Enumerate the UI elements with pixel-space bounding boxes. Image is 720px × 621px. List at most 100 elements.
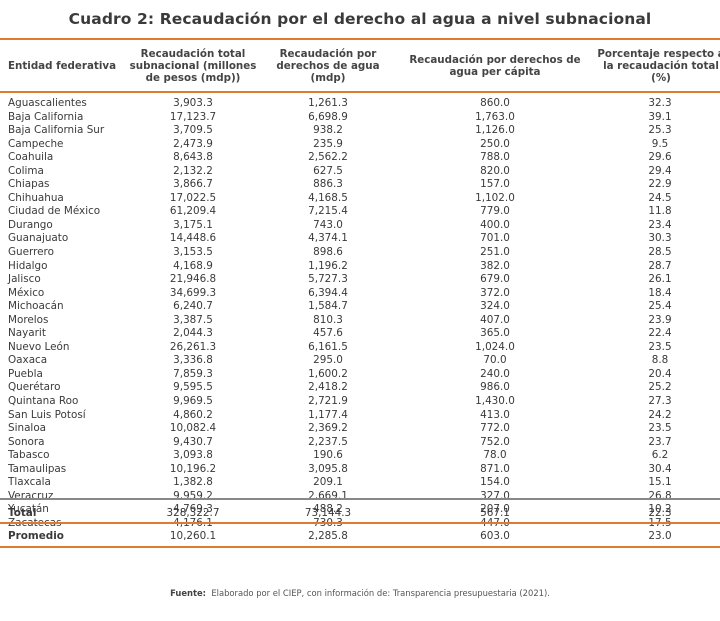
data-table: Entidad federativa Recaudación total sub… [0,38,720,531]
cell-porcentaje: 29.6 [648,151,672,164]
cell-porcentaje: 28.7 [648,259,672,272]
header-per-capita: Recaudación por derechos de agua per cáp… [409,53,581,78]
table-row: México 34,699.3 6,394.4 372.0 18.4 [0,287,720,301]
table-body: Aguascalientes 3,903.3 1,261.3 860.0 32.3 Baj… [0,93,720,531]
cell-recaudacion-agua: 627.5 [313,164,343,177]
table-row: Yucatán 4,769.3 488.2 207.0 10.2 [0,503,720,517]
average-recaudacion-total: 10,260.1 [169,530,217,542]
header-recaudacion-total: Recaudación total subnacional (millones … [129,47,257,84]
cell-per-capita: 407.0 [480,313,510,326]
table-row: Morelos 3,387.5 810.3 407.0 23.9 [0,314,720,328]
cell-recaudacion-agua: 295.0 [313,354,343,367]
cell-entidad: Baja California Sur [8,124,105,137]
cell-porcentaje: 39.1 [648,110,672,123]
cell-per-capita: 70.0 [483,354,507,367]
cell-per-capita: 250.0 [480,137,510,150]
cell-recaudacion-total: 17,022.5 [169,191,217,204]
cell-per-capita: 820.0 [480,164,510,177]
table-row: Puebla 7,859.3 1,600.2 240.0 20.4 [0,368,720,382]
total-per-capita: 567.1 [480,507,510,519]
cell-entidad: Nuevo León [8,340,70,353]
cell-porcentaje: 32.3 [648,97,672,109]
cell-recaudacion-total: 26,261.3 [169,340,217,353]
table-row: Baja California 17,123.7 6,698.9 1,763.0 39.… [0,111,720,125]
cell-per-capita: 772.0 [480,422,510,435]
cell-porcentaje: 18.4 [648,286,672,299]
cell-recaudacion-agua: 457.6 [313,327,343,340]
cell-recaudacion-agua: 488.2 [313,503,343,516]
source-label: Fuente: [170,588,207,598]
cell-per-capita: 986.0 [480,381,510,394]
total-row: Total 328,322.7 73,144.3 567.1 22.3 [0,503,720,523]
cell-per-capita: 400.0 [480,218,510,231]
cell-per-capita: 1,126.0 [475,124,515,137]
cell-recaudacion-agua: 1,177.4 [308,408,348,421]
cell-per-capita: 1,763.0 [475,110,515,123]
cell-recaudacion-total: 4,168.9 [173,259,213,272]
cell-per-capita: 382.0 [480,259,510,272]
average-recaudacion-agua: 2,285.8 [308,530,348,542]
cell-porcentaje: 15.1 [648,476,672,489]
table-row: Colima 2,132.2 627.5 820.0 29.4 [0,165,720,179]
cell-per-capita: 860.0 [480,97,510,109]
cell-recaudacion-total: 2,044.3 [173,327,213,340]
cell-per-capita: 1,102.0 [475,191,515,204]
cell-entidad: Tlaxcala [8,476,51,489]
cell-recaudacion-agua: 898.6 [313,246,343,259]
table-row: Nayarit 2,044.3 457.6 365.0 22.4 [0,327,720,341]
cell-recaudacion-agua: 2,669.1 [308,489,348,502]
cell-entidad: Querétaro [8,381,61,394]
table-row: Chihuahua 17,022.5 4,168.5 1,102.0 24.5 [0,192,720,206]
cell-recaudacion-agua: 810.3 [313,313,343,326]
cell-recaudacion-agua: 6,698.9 [308,110,348,123]
table-row: Querétaro 9,595.5 2,418.2 986.0 25.2 [0,381,720,395]
table-row: Ciudad de México 61,209.4 7,215.4 779.0 11.8 [0,205,720,219]
cell-porcentaje: 11.8 [648,205,672,218]
cell-per-capita: 679.0 [480,273,510,286]
cell-recaudacion-agua: 938.2 [313,124,343,137]
cell-recaudacion-total: 3,709.5 [173,124,213,137]
table-row: Sinaloa 10,082.4 2,369.2 772.0 23.5 [0,422,720,436]
total-label: Total [8,507,37,519]
cell-entidad: Sonora [8,435,45,448]
cell-entidad: Puebla [8,367,43,380]
cell-entidad: México [8,286,45,299]
cell-porcentaje: 23.7 [648,435,672,448]
table-row: Veracruz 9,959.2 2,669.1 327.0 26.8 [0,490,720,504]
cell-recaudacion-agua: 7,215.4 [308,205,348,218]
cell-recaudacion-total: 3,336.8 [173,354,213,367]
cell-porcentaje: 25.2 [648,381,672,394]
cell-recaudacion-total: 3,153.5 [173,246,213,259]
cell-recaudacion-total: 6,240.7 [173,300,213,313]
cell-porcentaje: 20.4 [648,367,672,380]
table-row: Coahuila 8,643.8 2,562.2 788.0 29.6 [0,151,720,165]
cell-porcentaje: 26.1 [648,273,672,286]
cell-per-capita: 207.0 [480,503,510,516]
total-recaudacion-agua: 73,144.3 [304,507,352,519]
cell-per-capita: 78.0 [483,449,507,462]
cell-recaudacion-agua: 2,562.2 [308,151,348,164]
cell-entidad: Durango [8,218,53,231]
cell-recaudacion-total: 3,903.3 [173,97,213,109]
cell-recaudacion-agua: 3,095.8 [308,462,348,475]
cell-entidad: Aguascalientes [8,97,87,109]
cell-recaudacion-total: 4,860.2 [173,408,213,421]
cell-recaudacion-total: 1,382.8 [173,476,213,489]
cell-entidad: San Luis Potosí [8,408,86,421]
cell-entidad: Oaxaca [8,354,48,367]
cell-entidad: Colima [8,164,44,177]
table-row: Oaxaca 3,336.8 295.0 70.0 8.8 [0,354,720,368]
average-row: Promedio 10,260.1 2,285.8 603.0 23.0 [0,526,720,546]
cell-porcentaje: 23.4 [648,218,672,231]
cell-porcentaje: 30.3 [648,232,672,245]
cell-per-capita: 157.0 [480,178,510,191]
cell-per-capita: 413.0 [480,408,510,421]
cell-porcentaje: 22.9 [648,178,672,191]
cell-recaudacion-total: 3,866.7 [173,178,213,191]
header-recaudacion-agua: Recaudación por derechos de agua (mdp) [276,47,380,84]
cell-porcentaje: 30.4 [648,462,672,475]
cell-recaudacion-total: 61,209.4 [169,205,217,218]
cell-recaudacion-agua: 4,374.1 [308,232,348,245]
cell-entidad: Baja California [8,110,84,123]
cell-entidad: Quintana Roo [8,395,79,408]
